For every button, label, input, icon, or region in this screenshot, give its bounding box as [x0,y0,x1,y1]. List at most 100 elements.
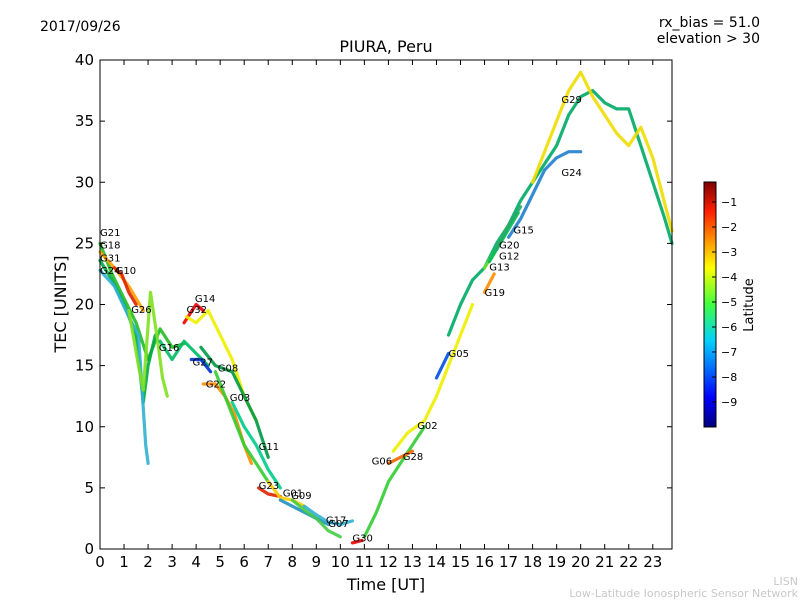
x-tick-label: 5 [215,553,225,571]
sat-label-g32: G32 [187,305,207,316]
series-g31-2 [98,258,157,404]
series-g08-10 [199,345,270,459]
series-g07-18 [302,504,354,527]
y-tick-label: 15 [75,357,94,375]
series-g30-19 [350,538,364,545]
x-axis-label: Time [UT] [346,575,425,594]
x-tick-label: 22 [619,553,638,571]
x-tick-label: 19 [547,553,566,571]
sat-label-g10: G10 [116,266,136,277]
y-tick-label: 40 [75,51,94,69]
series-g19-24 [482,272,496,294]
x-tick-label: 14 [427,553,446,571]
rx-bias-label: rx_bias = 51.0 [659,15,760,31]
y-axis-label: TEC [UNITS] [51,256,70,354]
sat-label-g15: G15 [513,226,533,237]
point-labels: G21G18G31G24G10G26G14G32G16G27G08G22G03G… [100,95,582,545]
colorbar-label: Latitude [742,278,757,332]
sat-label-g24: G24 [100,266,120,277]
colorbar-tick-label: −9 [721,396,737,409]
x-tick-label: 21 [595,553,614,571]
x-tick-label: 3 [167,553,177,571]
colorbar-tick-label: −1 [721,196,737,209]
x-tick-label: 0 [95,553,105,571]
colorbar-tick-label: −8 [721,371,737,384]
sat-label-g22: G22 [206,380,226,391]
series-g21-0 [98,241,186,362]
elevation-label: elevation > 30 [657,31,760,47]
series-g05-23 [434,351,451,380]
series-g27-9 [189,357,213,374]
series-g16-6 [158,339,210,368]
series-g02-22 [391,302,475,453]
sat-label-g28: G28 [403,452,423,463]
series-g09-16 [278,498,330,527]
sat-label-g17: G17 [326,515,346,526]
sat-label-g24: G24 [561,168,581,179]
plot-marks [98,70,674,545]
series-g29-30 [530,70,674,233]
sat-label-g08: G08 [218,364,238,375]
series-g13-25 [446,88,674,337]
sat-label-g03: G03 [230,393,250,404]
sat-label-g01: G01 [283,488,303,499]
sat-label-g21: G21 [100,228,120,239]
sat-label-g19: G19 [485,288,505,299]
footer-network: Low-Latitude Ionospheric Sensor Network [569,587,798,600]
x-tick-label: 6 [239,553,249,571]
sat-label-g14: G14 [195,294,215,305]
y-tick-label: 25 [75,234,94,252]
sat-label-g31: G31 [100,254,120,265]
sat-label-g26: G26 [131,305,151,316]
sat-label-g12: G12 [499,251,519,262]
sat-label-g18: G18 [100,240,120,251]
sat-label-g27: G27 [193,358,213,369]
series-g26-5 [127,290,169,398]
date-label: 2017/09/26 [40,19,121,35]
sat-label-g11: G11 [259,442,279,453]
colorbar [703,181,717,428]
series-g06-20 [362,425,427,539]
x-tick-label: 8 [287,553,297,571]
sat-label-g23: G23 [259,481,279,492]
series-g03-12 [213,370,270,484]
colorbar-tick-label: −3 [721,246,737,259]
series-g17-17 [290,498,342,539]
sat-label-g07: G07 [328,519,348,530]
x-tick-label: 23 [643,553,662,571]
x-tick-label: 1 [119,553,129,571]
x-tick-label: 13 [403,553,422,571]
y-tick-label: 20 [75,296,94,314]
series-g10-4 [112,266,138,307]
x-tick-label: 18 [523,553,542,571]
series-g24-3 [98,268,150,465]
y-tick-label: 0 [84,540,94,558]
x-tick-label: 12 [379,553,398,571]
x-tick-label: 16 [475,553,494,571]
x-tick-label: 9 [312,553,322,571]
x-tick-label: 10 [331,553,350,571]
y-tick-label: 5 [84,479,94,497]
y-tick-label: 10 [75,418,94,436]
x-tick-label: 15 [451,553,470,571]
sat-label-g02: G02 [417,421,437,432]
y-tick-label: 30 [75,173,94,191]
sat-label-g16: G16 [159,343,179,354]
x-tick-label: 2 [143,553,153,571]
series-g28-21 [386,449,414,465]
colorbar-tick-label: −5 [721,296,737,309]
colorbar-tick-label: −6 [721,321,737,334]
sat-label-g13: G13 [489,262,509,273]
sat-label-g05: G05 [449,349,469,360]
colorbar-tick-label: −4 [721,271,737,284]
sat-label-g30: G30 [352,534,372,545]
x-tick-label: 4 [191,553,201,571]
sat-label-g06: G06 [372,457,392,468]
axes-ticks: 0 1 2 3 4 5 6 7 8 9 10 11 12 13 14 15 16 17 18 19 20 21 22 2305… [75,51,672,571]
y-tick-label: 35 [75,112,94,130]
series-g24-29 [507,150,583,239]
colorbar-ticks: −1 −2 −3 −4 −5 −6 −7 −8 −9 [712,196,737,409]
sat-label-g29: G29 [561,95,581,106]
series-g23-14 [257,486,282,498]
